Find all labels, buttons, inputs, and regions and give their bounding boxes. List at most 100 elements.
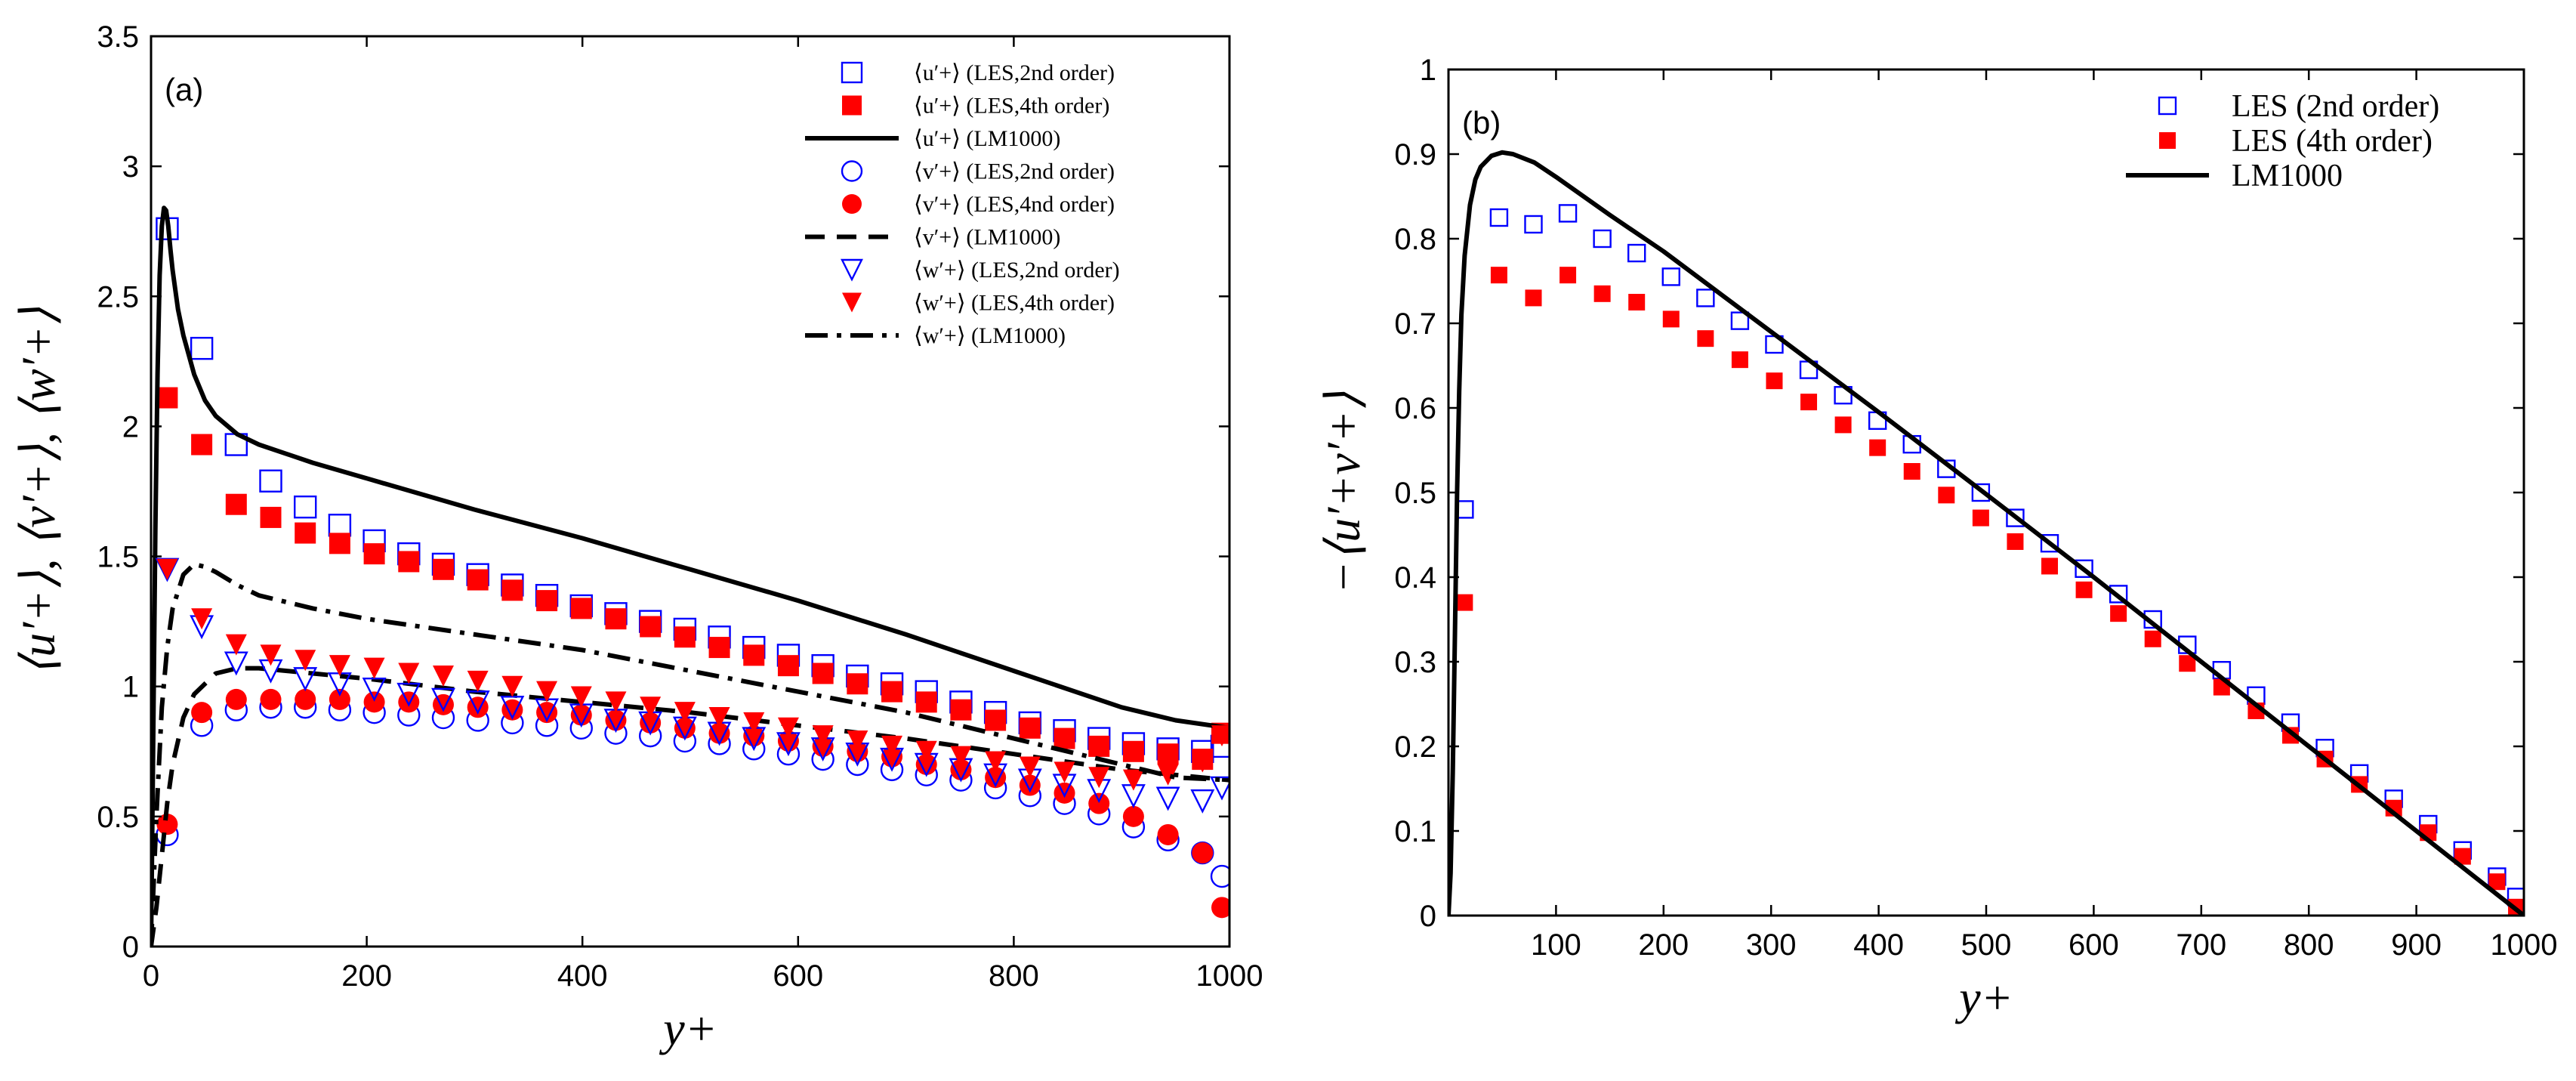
data-point (191, 702, 213, 724)
data-point (570, 686, 592, 708)
data-point (225, 634, 247, 656)
data-point (2006, 508, 2025, 527)
data-point (1697, 330, 1714, 347)
data-point (225, 688, 247, 710)
legend-item: ⟨w′+⟩ (LES,4th order) (842, 291, 1115, 316)
data-point (363, 657, 385, 679)
x-tick-label: 800 (2284, 928, 2334, 962)
axes-frame (150, 35, 1231, 948)
data-point (398, 662, 420, 684)
y-tick-label: 3.5 (97, 20, 139, 54)
legend-item: ⟨u′+⟩ (LES,2nd order) (841, 60, 1115, 85)
legend-label: LES (2nd order) (2232, 89, 2439, 124)
data-point (1210, 776, 1229, 801)
data-point (640, 712, 662, 734)
data-point (1054, 761, 1075, 783)
panel-a: 0 200 400 600 800 1000 0 0.5 1 1.5 2 2.5 3 3.5 (a) y+ ⟨u… (11, 20, 1263, 1055)
data-point (1157, 764, 1179, 786)
data-point (1490, 267, 1507, 284)
data-point (2075, 581, 2093, 598)
data-point (295, 688, 316, 710)
data-point (985, 751, 1007, 773)
data-point (1122, 769, 1144, 791)
data-point (1489, 208, 1509, 227)
data-point (501, 579, 523, 601)
legend-item: LES (2nd order) (2158, 89, 2439, 124)
legend-marker (842, 292, 862, 313)
legend-label: ⟨w′+⟩ (LES,2nd order) (914, 258, 1120, 283)
y-axis-title: ⟨u′+⟩, ⟨v′+⟩, ⟨w′+⟩ (11, 307, 65, 676)
data-point (2007, 533, 2024, 550)
data-point (191, 608, 213, 630)
data-point (1593, 229, 1612, 249)
data-point (915, 754, 937, 775)
data-point (777, 730, 799, 752)
data-point (1088, 792, 1110, 814)
data-point (501, 675, 523, 697)
series-1 (1455, 204, 2524, 906)
legend-label: ⟨u′+⟩ (LM1000) (914, 126, 1060, 151)
data-point (363, 691, 385, 713)
data-point (190, 336, 214, 360)
y-tick-label: 0.5 (1394, 477, 1436, 510)
legend: ⟨u′+⟩ (LES,2nd order) ⟨u′+⟩ (LES,4th orde… (805, 60, 1120, 348)
x-tick-label: 400 (557, 959, 608, 993)
plot-area (151, 205, 1229, 947)
data-point (570, 598, 592, 619)
y-tick-label: 0 (1420, 900, 1436, 933)
series-7 (155, 557, 1229, 814)
x-tick-label: 1000 (1196, 959, 1263, 993)
legend-label: ⟨u′+⟩ (LES,2nd order) (914, 60, 1115, 85)
data-point (1210, 864, 1229, 888)
data-point (1054, 727, 1075, 749)
y-tick-label: 0.1 (1394, 815, 1436, 848)
data-point (1559, 267, 1577, 284)
data-point (674, 702, 696, 724)
data-point (881, 735, 903, 757)
data-point (640, 616, 662, 638)
data-point (640, 696, 662, 718)
data-point (605, 691, 627, 713)
data-point (1192, 751, 1214, 773)
y-axis-title: −⟨u′+v′+⟩ (1316, 391, 1370, 594)
y-tick-label: 0.9 (1394, 138, 1436, 171)
data-point (1971, 483, 1991, 502)
data-point (329, 655, 350, 677)
data-point (1088, 735, 1110, 757)
x-tick-label: 300 (1746, 928, 1797, 962)
data-point (1122, 805, 1144, 827)
data-point (156, 558, 178, 580)
data-point (1524, 215, 1543, 234)
series-3 (1448, 150, 2524, 916)
data-point (536, 681, 558, 703)
data-point (1054, 782, 1075, 804)
data-point (295, 650, 316, 672)
y-tick-label: 0.6 (1394, 392, 1436, 425)
data-point (812, 662, 834, 684)
data-point (536, 702, 558, 724)
data-point (431, 687, 455, 712)
data-point (467, 696, 489, 718)
data-point (1834, 416, 1852, 434)
legend-marker (842, 194, 862, 214)
x-tick-label: 500 (1961, 928, 2012, 962)
data-point (2110, 605, 2127, 622)
legend-label: ⟨v′+⟩ (LES,4nd order) (914, 192, 1115, 217)
series-line (151, 561, 1229, 947)
y-tick-label: 0.5 (97, 801, 139, 834)
data-point (1088, 767, 1110, 789)
legend-item: ⟨w′+⟩ (LM1000) (805, 323, 1066, 348)
data-point (432, 558, 454, 580)
data-point (156, 387, 178, 409)
legend-label: LM1000 (2232, 159, 2343, 193)
legend-item: ⟨u′+⟩ (LES,4th order) (842, 94, 1109, 119)
data-point (398, 551, 420, 573)
data-point (295, 522, 316, 544)
data-point (1869, 439, 1886, 456)
data-point (260, 688, 282, 710)
data-point (2040, 534, 2059, 553)
data-point (915, 740, 937, 762)
y-tick-label: 0.3 (1394, 646, 1436, 679)
data-point (1627, 243, 1646, 263)
